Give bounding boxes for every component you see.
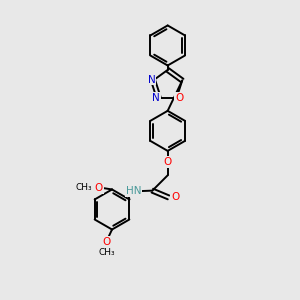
Text: O: O (175, 93, 183, 103)
Text: N: N (152, 93, 160, 103)
Text: O: O (94, 183, 103, 193)
Text: O: O (164, 157, 172, 167)
Text: N: N (148, 75, 155, 85)
Text: O: O (171, 192, 179, 203)
Text: CH₃: CH₃ (76, 184, 92, 193)
Text: HN: HN (126, 186, 141, 196)
Text: CH₃: CH₃ (98, 248, 115, 257)
Text: O: O (103, 237, 111, 247)
